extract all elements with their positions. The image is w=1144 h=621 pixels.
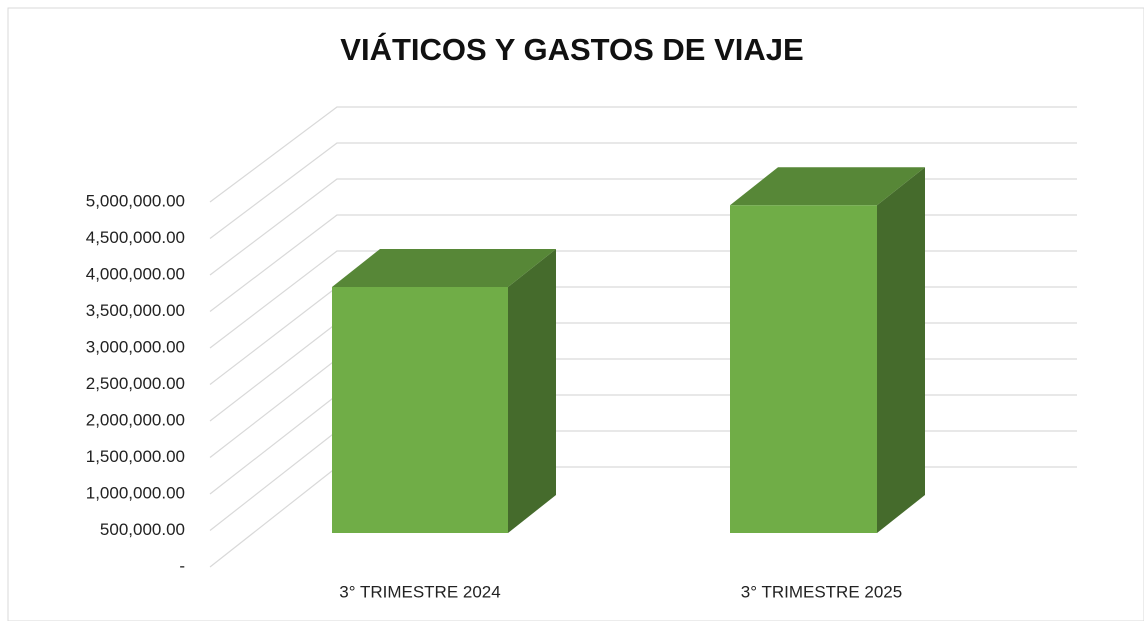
y-tick-label: 2,000,000.00 [86, 410, 185, 429]
grid-line [209, 142, 1077, 239]
y-tick-label: 3,500,000.00 [86, 301, 185, 320]
bar-top [332, 248, 556, 287]
bar-front [730, 205, 877, 534]
bar-front [332, 286, 508, 533]
y-tick-label: 1,500,000.00 [86, 447, 185, 466]
y-tick-label: 5,000,000.00 [86, 191, 185, 210]
y-tick-label: 3,000,000.00 [86, 337, 185, 356]
bar-side [877, 167, 925, 534]
y-tick-label: 1,000,000.00 [86, 483, 185, 502]
x-tick-label: 3° TRIMESTRE 2025 [741, 582, 902, 601]
chart-frame [7, 7, 1144, 621]
x-tick-label: 3° TRIMESTRE 2024 [339, 582, 500, 601]
y-tick-label: - [179, 556, 185, 575]
y-tick-label: 500,000.00 [100, 520, 185, 539]
bar [730, 167, 925, 534]
grid-line [209, 106, 1077, 203]
chart-title: VIÁTICOS Y GASTOS DE VIAJE [340, 32, 803, 67]
bar [332, 248, 556, 534]
bar-side [508, 248, 556, 534]
y-tick-label: 4,000,000.00 [86, 264, 185, 283]
y-tick-label: 4,500,000.00 [86, 228, 185, 247]
y-tick-label: 2,500,000.00 [86, 374, 185, 393]
bar-top [730, 167, 925, 206]
